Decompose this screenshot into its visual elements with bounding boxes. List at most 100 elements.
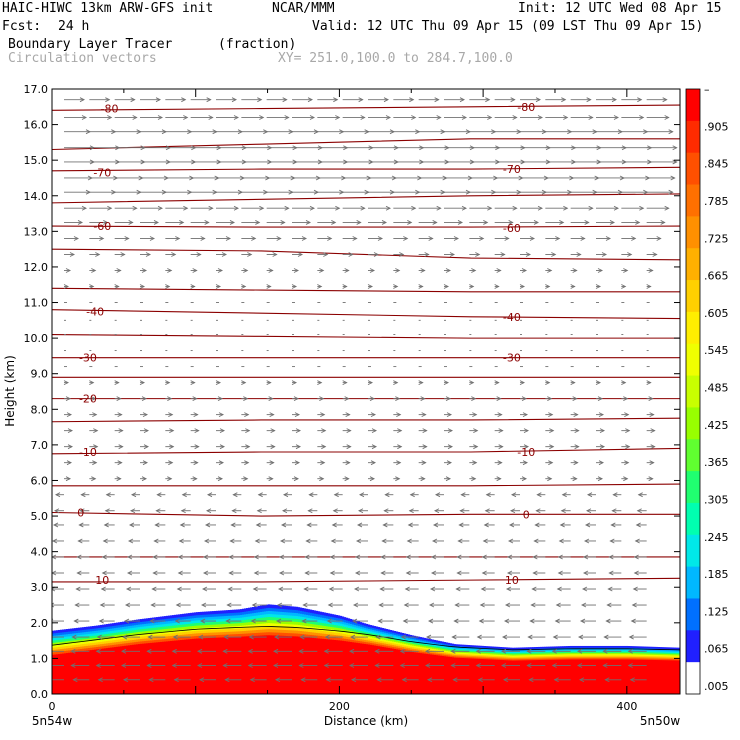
tracer-band: [194, 612, 197, 616]
tracer-core-column: [640, 660, 643, 694]
tracer-band: [490, 653, 493, 656]
tracer-core-column: [202, 640, 205, 694]
tracer-band: [88, 628, 91, 632]
vector-arrowhead: [141, 476, 148, 482]
vector-arrowhead: [77, 220, 84, 225]
tracer-band: [178, 616, 181, 620]
tracer-band: [570, 658, 573, 661]
tracer-core-column: [168, 643, 171, 694]
tracer-band: [628, 647, 631, 650]
tracer-band: [508, 649, 511, 652]
vector-arrowhead: [284, 115, 290, 120]
tracer-band: [180, 624, 183, 628]
tracer-band: [92, 630, 95, 634]
tracer-band: [226, 618, 229, 622]
tracer-band: [248, 610, 251, 614]
tracer-band: [388, 645, 391, 648]
vector-arrowhead: [512, 115, 518, 120]
tracer-band: [124, 642, 127, 646]
tracer-band: [122, 640, 125, 644]
tracer-band: [266, 622, 269, 627]
tracer-band: [518, 659, 521, 662]
tracer-band: [292, 626, 295, 631]
tracer-band: [626, 645, 629, 648]
tracer-band: [638, 655, 641, 658]
tracer-band: [94, 649, 97, 652]
tracer-band: [670, 658, 673, 661]
tracer-band: [322, 614, 325, 618]
tracer-band: [176, 614, 179, 618]
tracer-band: [76, 634, 79, 638]
tracer-band: [600, 649, 603, 652]
tracer-band: [374, 639, 377, 642]
tracer-band: [192, 612, 195, 616]
tracer-band: [578, 657, 581, 660]
tracer-band: [156, 624, 159, 628]
tracer-band: [210, 629, 213, 633]
tracer-band: [442, 651, 445, 654]
tracer-band: [538, 649, 541, 652]
tracer-band: [466, 653, 469, 656]
tracer-band: [504, 654, 507, 657]
tracer-band: [174, 632, 177, 636]
tracer-band: [144, 625, 147, 629]
tracer-band: [64, 650, 67, 654]
tracer-band: [468, 648, 471, 651]
tracer-band: [384, 641, 387, 644]
tracer-core-column: [504, 660, 507, 694]
tracer-band: [586, 656, 589, 659]
tracer-band: [670, 647, 673, 650]
tracer-band: [670, 656, 673, 658]
vector-arrowhead: [357, 508, 364, 514]
tracer-band: [626, 647, 629, 650]
tracer-band: [394, 639, 397, 642]
tracer-band: [452, 646, 455, 649]
tracer-band: [100, 629, 103, 633]
tracer-band: [582, 647, 585, 650]
tracer-band: [486, 656, 489, 658]
tracer-band: [662, 658, 665, 661]
tracer-core-column: [594, 660, 597, 694]
tracer-band: [672, 651, 675, 653]
tracer-band: [520, 652, 523, 655]
tracer-band: [490, 648, 493, 651]
tracer-band: [516, 652, 519, 655]
vector-arrowhead: [141, 396, 148, 402]
tracer-band: [306, 622, 309, 627]
tracer-band: [426, 653, 429, 656]
tracer-core-column: [342, 642, 345, 694]
vector-arrowhead: [358, 492, 365, 498]
vector-arrowhead: [241, 284, 247, 289]
tracer-band: [114, 627, 117, 631]
tracer-band: [184, 618, 187, 622]
tracer-band: [252, 629, 255, 634]
tracer-band: [122, 633, 125, 637]
tracer-band: [140, 640, 143, 644]
tracer-band: [476, 646, 479, 649]
vector-arrowhead: [574, 444, 580, 450]
tracer-band: [472, 656, 475, 659]
tracer-band: [582, 649, 585, 652]
tracer-band: [144, 642, 147, 646]
tracer-band: [550, 646, 553, 649]
tracer-band: [618, 649, 621, 652]
tracer-core-column: [340, 642, 343, 694]
vector-arrowhead: [599, 428, 606, 434]
tracer-band: [594, 647, 597, 650]
tracer-band: [244, 633, 247, 637]
tracer-band: [424, 651, 427, 654]
tracer-band: [544, 646, 547, 649]
tracer-band: [92, 633, 95, 636]
tracer-band: [402, 639, 405, 642]
tracer-band: [522, 658, 525, 661]
tracer-band: [652, 651, 655, 654]
tracer-band: [598, 647, 601, 650]
tracer-band: [228, 633, 231, 638]
tracer-band: [626, 656, 629, 659]
vector-arrowhead: [255, 220, 261, 225]
vector-arrowhead: [612, 492, 618, 498]
tracer-core-column: [142, 645, 145, 694]
vector-arrowhead: [623, 396, 629, 402]
tracer-band: [168, 640, 171, 644]
tracer-band: [652, 659, 655, 662]
